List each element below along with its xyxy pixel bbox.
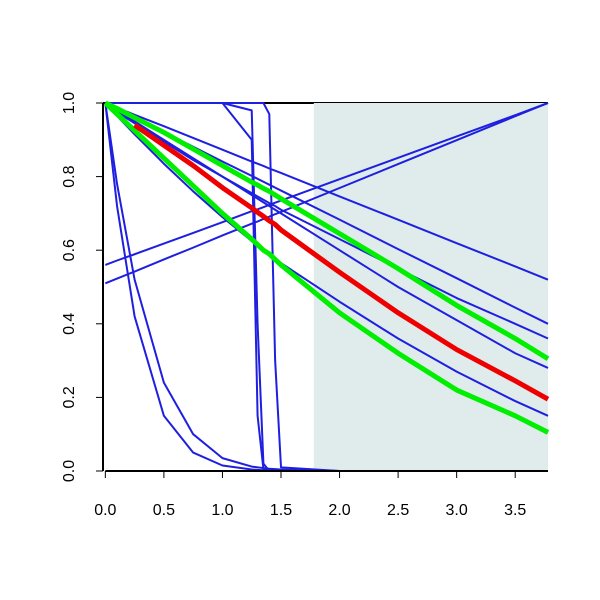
y-tick-label: 0.6 — [61, 239, 78, 261]
y-tick-label: 0.0 — [61, 460, 78, 482]
x-tick-label: 2.0 — [328, 502, 350, 519]
x-tick-label: 1.0 — [211, 502, 233, 519]
y-tick-label: 0.2 — [61, 386, 78, 408]
y-tick-label: 0.4 — [61, 313, 78, 335]
x-tick-label: 3.0 — [446, 502, 468, 519]
series-line — [104, 102, 549, 281]
series-line — [104, 102, 549, 266]
x-tick-label: 1.5 — [270, 502, 292, 519]
series-line — [103, 101, 550, 435]
series-line — [104, 102, 549, 369]
y-tick-label: 1.0 — [61, 92, 78, 114]
x-tick-label: 3.5 — [504, 502, 526, 519]
y-tick-label: 0.8 — [61, 165, 78, 187]
series-line — [104, 100, 550, 361]
x-tick-label: 0.0 — [94, 502, 116, 519]
x-tick-label: 2.5 — [387, 502, 409, 519]
x-tick-label: 0.5 — [153, 502, 175, 519]
series-line — [133, 123, 550, 402]
